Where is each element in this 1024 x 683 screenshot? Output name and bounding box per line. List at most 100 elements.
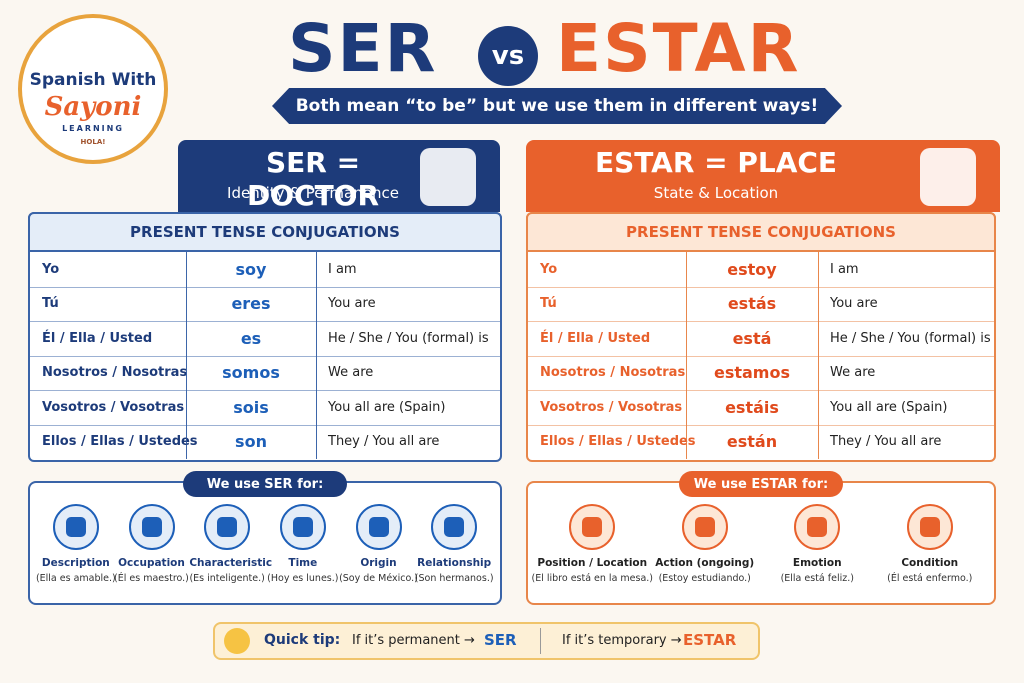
tip-box bbox=[213, 622, 760, 660]
estar-col-line bbox=[686, 252, 687, 459]
logo-badge: HOLA! bbox=[80, 138, 106, 146]
verb-form: estáis bbox=[725, 397, 779, 417]
tip-label: Quick tip: bbox=[264, 632, 341, 648]
use-label: Relationship bbox=[417, 557, 492, 569]
use-label: Characteristic bbox=[189, 557, 273, 569]
use-icon-glyph bbox=[292, 517, 313, 537]
use-label: Action (ongoing) bbox=[655, 557, 755, 569]
verb-form: soy bbox=[235, 259, 267, 279]
ser-header-icon bbox=[420, 148, 476, 206]
ser-row-line bbox=[30, 390, 500, 391]
use-example: (Soy de México.) bbox=[339, 573, 418, 584]
meaning: I am bbox=[328, 261, 357, 277]
verb-form: son bbox=[235, 432, 267, 452]
pronoun: Yo bbox=[42, 261, 60, 277]
estar-row-line bbox=[528, 286, 994, 288]
pronoun: Nosotros / Nosotras bbox=[540, 365, 686, 381]
use-icon bbox=[52, 504, 99, 550]
tip-estar: ESTAR bbox=[683, 631, 737, 649]
estar-heading: ESTAR = PLACE bbox=[594, 146, 838, 179]
use-example: (Él es maestro.) bbox=[114, 573, 189, 584]
verb-form: estamos bbox=[713, 363, 790, 383]
use-label: Position / Location bbox=[537, 557, 648, 569]
use-icon-glyph bbox=[694, 517, 715, 537]
title-ser: SER bbox=[288, 10, 438, 87]
ser-col-line bbox=[186, 252, 187, 459]
use-example: (Hoy es lunes.) bbox=[267, 573, 339, 584]
ser-row-line bbox=[30, 286, 500, 288]
meaning: I am bbox=[830, 261, 859, 277]
meaning: He / She / You (formal) is bbox=[830, 330, 991, 346]
meaning: We are bbox=[830, 365, 876, 381]
meaning: You are bbox=[328, 296, 376, 312]
subtitle: Both mean “to be” but we use them in dif… bbox=[272, 88, 842, 124]
logo-line3: LEARNING bbox=[62, 124, 124, 133]
meaning: He / She / You (formal) is bbox=[328, 330, 489, 346]
title-estar: ESTAR bbox=[556, 10, 801, 87]
verb-form: sois bbox=[233, 397, 269, 417]
ser-table bbox=[28, 212, 502, 462]
use-icon-glyph bbox=[65, 517, 86, 537]
title-vs: vs bbox=[478, 26, 538, 86]
use-icon-glyph bbox=[919, 517, 940, 537]
use-example: (Es inteligente.) bbox=[189, 573, 265, 584]
pronoun: Nosotros / Nosotras bbox=[42, 365, 188, 381]
estar-uses-title: We use ESTAR for: bbox=[679, 471, 843, 497]
pronoun: Yo bbox=[540, 261, 558, 277]
use-example: (El libro está en la mesa.) bbox=[531, 573, 654, 584]
estar-row-line bbox=[528, 355, 994, 357]
use-label: Time bbox=[288, 557, 318, 569]
ser-uses-title: We use SER for: bbox=[183, 471, 347, 497]
tip-divider bbox=[540, 628, 541, 654]
pronoun: Tú bbox=[540, 296, 557, 312]
tip-icon bbox=[224, 628, 250, 654]
verb-form: estás bbox=[727, 294, 777, 314]
estar-table bbox=[526, 212, 996, 462]
estar-col-line bbox=[818, 252, 819, 459]
verb-form: eres bbox=[231, 294, 271, 314]
pronoun: Él / Ella / Usted bbox=[540, 330, 651, 346]
pronoun: Él / Ella / Usted bbox=[42, 330, 153, 346]
meaning: You all are (Spain) bbox=[328, 399, 446, 415]
use-example: (Él está enfermo.) bbox=[887, 573, 973, 584]
estar-header-icon bbox=[920, 148, 976, 206]
estar-row-line bbox=[528, 424, 994, 426]
verb-form: estoy bbox=[727, 259, 777, 279]
pronoun: Ellos / Ellas / Ustedes bbox=[540, 434, 696, 450]
ser-col-line bbox=[316, 252, 317, 459]
ser-uses-box bbox=[28, 481, 502, 605]
tip-estar-text: If it’s temporary → bbox=[562, 633, 682, 648]
estar-row-line bbox=[528, 321, 994, 322]
pronoun: Vosotros / Vosotras bbox=[540, 399, 683, 415]
meaning: You all are (Spain) bbox=[830, 399, 948, 415]
ser-subheading: Identity & Permanence bbox=[227, 184, 399, 202]
pronoun: Tú bbox=[42, 296, 59, 312]
use-label: Origin bbox=[360, 557, 397, 569]
use-icon-glyph bbox=[444, 517, 465, 537]
verb-form: están bbox=[726, 432, 778, 452]
verb-form: somos bbox=[222, 363, 280, 383]
ser-table-title: PRESENT TENSE CONJUGATIONS bbox=[28, 212, 502, 252]
use-icon bbox=[431, 504, 478, 550]
use-label: Occupation bbox=[118, 557, 185, 569]
verb-form: es bbox=[240, 328, 262, 348]
ser-row-line bbox=[30, 424, 500, 426]
use-label: Description bbox=[41, 557, 110, 569]
pronoun: Vosotros / Vosotras bbox=[42, 399, 185, 415]
pronoun: Ellos / Ellas / Ustedes bbox=[42, 434, 198, 450]
use-example: (Ella es amable.) bbox=[35, 573, 116, 584]
use-icon-glyph bbox=[217, 517, 238, 537]
estar-row-line bbox=[528, 390, 994, 391]
use-icon-glyph bbox=[807, 517, 828, 537]
use-example: (Son hermanos.) bbox=[414, 573, 494, 584]
use-example: (Ella está feliz.) bbox=[780, 573, 854, 584]
meaning: They / You all are bbox=[328, 434, 440, 450]
use-icon-glyph bbox=[141, 517, 162, 537]
use-icon-glyph bbox=[582, 517, 603, 537]
estar-table-title: PRESENT TENSE CONJUGATIONS bbox=[526, 212, 996, 252]
logo-line1: Spanish With bbox=[29, 70, 157, 90]
use-label: Condition bbox=[901, 557, 959, 569]
logo-line2: Sayoni bbox=[44, 92, 142, 122]
